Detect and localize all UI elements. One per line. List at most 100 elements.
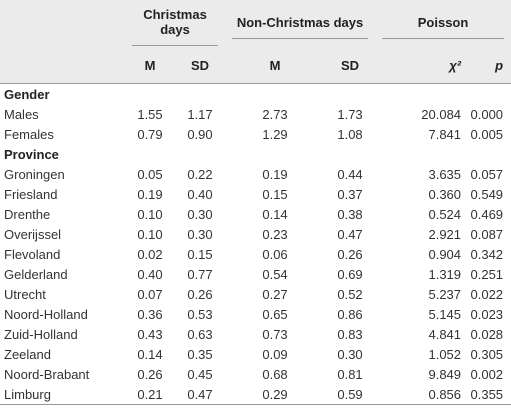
data-row: Utrecht 0.07 0.26 0.27 0.52 5.237 0.022 xyxy=(0,284,511,304)
cell: 0.40 xyxy=(137,266,163,282)
group-header: Poisson xyxy=(375,0,511,47)
cell: 0.73 xyxy=(262,326,288,342)
cell: 0.02 xyxy=(137,246,163,262)
cell: 0.38 xyxy=(337,206,363,222)
cell: 0.14 xyxy=(262,206,288,222)
data-row: Limburg 0.21 0.47 0.29 0.59 0.856 0.355 xyxy=(0,384,511,405)
cell: 4.841 xyxy=(428,326,462,342)
cell: 0.26 xyxy=(337,246,363,262)
cell: 0.79 xyxy=(137,126,163,142)
row-label: Zuid-Holland xyxy=(4,326,78,342)
cell: 0.26 xyxy=(187,286,213,302)
cell: 0.68 xyxy=(262,366,288,382)
cell: 0.524 xyxy=(428,206,462,222)
cell: 0.22 xyxy=(187,166,213,182)
cell: 0.63 xyxy=(187,326,213,342)
cell: 1.17 xyxy=(187,106,213,122)
section-title: Gender xyxy=(4,86,50,102)
data-row: Gelderland 0.40 0.77 0.54 0.69 1.319 0.251 xyxy=(0,264,511,284)
cell: 20.084 xyxy=(421,106,462,122)
cell: 0.86 xyxy=(337,306,363,322)
cell: 0.904 xyxy=(428,246,462,262)
cell: 0.002 xyxy=(470,366,504,382)
cell: 0.44 xyxy=(337,166,363,182)
data-row: Friesland 0.19 0.40 0.15 0.37 0.360 0.549 xyxy=(0,184,511,204)
cell: 0.47 xyxy=(175,384,226,405)
cell: 1.08 xyxy=(337,126,363,142)
row-label: Flevoland xyxy=(4,246,61,262)
group-header: Christmas days xyxy=(125,0,225,47)
data-row: Males 1.55 1.17 2.73 1.73 20.084 0.000 xyxy=(0,104,511,124)
cell: 0.59 xyxy=(325,384,376,405)
column-header: M xyxy=(225,47,326,84)
cell: 0.005 xyxy=(470,126,504,142)
row-label: Friesland xyxy=(4,186,58,202)
group-header: Non-Christmas days xyxy=(225,0,375,47)
cell: 0.15 xyxy=(262,186,288,202)
cell: 0.69 xyxy=(337,266,363,282)
section-title: Province xyxy=(4,146,59,162)
cell: 0.549 xyxy=(470,186,504,202)
cell: 5.237 xyxy=(428,286,462,302)
row-label: Zeeland xyxy=(4,346,51,362)
data-row: Zuid-Holland 0.43 0.63 0.73 0.83 4.841 0.028 xyxy=(0,324,511,344)
cell: 0.45 xyxy=(187,366,213,382)
cell: 0.19 xyxy=(137,186,163,202)
blank xyxy=(0,47,125,84)
cell: 1.052 xyxy=(428,346,462,362)
cell: 7.841 xyxy=(428,126,462,142)
row-label: Overijssel xyxy=(4,226,62,242)
cell: 0.305 xyxy=(470,346,504,362)
cell: 0.27 xyxy=(262,286,288,302)
group-text: Non-Christmas days xyxy=(232,9,369,39)
data-row: Females 0.79 0.90 1.29 1.08 7.841 0.005 xyxy=(0,124,511,144)
cell: 0.19 xyxy=(262,166,288,182)
data-row: Groningen 0.05 0.22 0.19 0.44 3.635 0.057 xyxy=(0,164,511,184)
cell: 0.251 xyxy=(470,266,504,282)
cell: 0.022 xyxy=(470,286,504,302)
column-header: SD xyxy=(175,47,226,84)
row-label: Drenthe xyxy=(4,206,51,222)
cell: 1.29 xyxy=(262,126,288,142)
cell: 0.40 xyxy=(187,186,213,202)
cell: 0.000 xyxy=(470,106,504,122)
cell: 0.342 xyxy=(470,246,504,262)
cell: 0.15 xyxy=(187,246,213,262)
cell: 0.057 xyxy=(470,166,504,182)
cell: 0.30 xyxy=(337,346,363,362)
data-row: Noord-Brabant 0.26 0.45 0.68 0.81 9.849 0.002 xyxy=(0,364,511,384)
cell: 0.023 xyxy=(470,306,504,322)
cell: 0.21 xyxy=(125,384,175,405)
group-text: Poisson xyxy=(382,9,505,39)
row-label: Noord-Brabant xyxy=(4,366,90,382)
cell: 0.09 xyxy=(262,346,288,362)
cell: 0.52 xyxy=(337,286,363,302)
cell: 5.145 xyxy=(428,306,462,322)
group-row: Christmas days Non-Christmas days Poisso… xyxy=(0,0,511,47)
cell: 0.35 xyxy=(187,346,213,362)
column-row: M SD M SD χ² p xyxy=(0,47,511,84)
row-label: Males xyxy=(4,106,39,122)
cell: 0.469 xyxy=(470,206,504,222)
cell: 0.10 xyxy=(137,206,163,222)
data-row: Zeeland 0.14 0.35 0.09 0.30 1.052 0.305 xyxy=(0,344,511,364)
cell: 0.30 xyxy=(187,206,213,222)
section-row: Province xyxy=(0,144,511,164)
cell: 1.73 xyxy=(337,106,363,122)
row-label: Noord-Holland xyxy=(4,306,88,322)
cell: 9.849 xyxy=(428,366,462,382)
cell: 0.65 xyxy=(262,306,288,322)
data-row: Flevoland 0.02 0.15 0.06 0.26 0.904 0.342 xyxy=(0,244,511,264)
cell: 0.81 xyxy=(337,366,363,382)
cell: 0.23 xyxy=(262,226,288,242)
cell: 0.54 xyxy=(262,266,288,282)
blank xyxy=(0,0,125,47)
cell: 0.06 xyxy=(262,246,288,262)
row-label: Groningen xyxy=(4,166,65,182)
cell: 2.921 xyxy=(428,226,462,242)
cell: 0.05 xyxy=(137,166,163,182)
row-label: Utrecht xyxy=(4,286,46,302)
cell: 0.53 xyxy=(187,306,213,322)
cell: 0.90 xyxy=(187,126,213,142)
